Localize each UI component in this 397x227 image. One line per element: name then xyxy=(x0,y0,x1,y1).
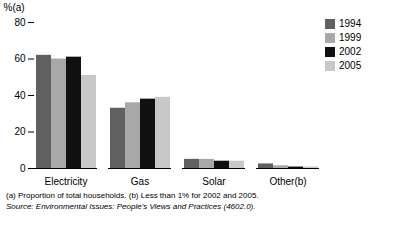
html-text:Source: Environmental Issues:: Source: Environmental Issues: People's V… xyxy=(6,202,256,211)
svg-text:Electricity: Electricity xyxy=(45,176,88,187)
svg-text:Gas: Gas xyxy=(131,176,149,187)
html-text:2005: 2005 xyxy=(339,60,362,71)
svg-text:80: 80 xyxy=(14,17,26,28)
html-text:(a) Proportion of total househ: (a) Proportion of total households. (b) … xyxy=(6,191,259,200)
html-text:2002: 2002 xyxy=(339,46,362,57)
svg-text:Solar: Solar xyxy=(202,176,226,187)
html-text:1999: 1999 xyxy=(339,32,362,43)
svg-text:Other(b): Other(b) xyxy=(269,176,306,187)
svg-text:20: 20 xyxy=(14,126,26,137)
svg-text:%(a): %(a) xyxy=(4,2,25,13)
html-text:1994: 1994 xyxy=(339,18,362,29)
svg-text:60: 60 xyxy=(14,53,26,64)
svg-text:40: 40 xyxy=(14,90,26,101)
svg-text:0: 0 xyxy=(20,163,26,174)
